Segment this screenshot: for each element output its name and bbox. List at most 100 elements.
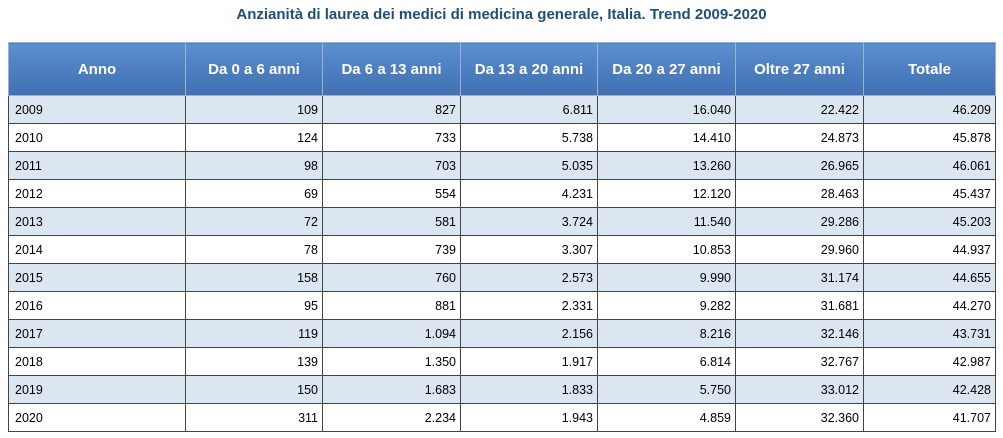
value-cell: 45.878	[863, 123, 996, 152]
value-cell: 3.307	[460, 235, 598, 264]
value-cell: 44.270	[863, 291, 996, 320]
value-cell: 28.463	[735, 179, 864, 208]
value-cell: 12.120	[597, 179, 736, 208]
column-header: Da 6 a 13 anni	[322, 42, 461, 96]
value-cell: 33.012	[735, 375, 864, 404]
year-cell: 2010	[8, 123, 186, 152]
value-cell: 41.707	[863, 403, 996, 432]
value-cell: 42.987	[863, 347, 996, 376]
value-cell: 32.360	[735, 403, 864, 432]
value-cell: 4.231	[460, 179, 598, 208]
value-cell: 24.873	[735, 123, 864, 152]
table-row: 2010 124 733 5.738 14.410 24.873 45.878	[8, 123, 996, 152]
table-row: 2012 69 554 4.231 12.120 28.463 45.437	[8, 179, 996, 208]
column-header: Totale	[863, 42, 996, 96]
table-row: 2011 98 703 5.035 13.260 26.965 46.061	[8, 151, 996, 180]
value-cell: 11.540	[597, 207, 736, 236]
table-row: 2017 119 1.094 2.156 8.216 32.146 43.731	[8, 319, 996, 348]
value-cell: 1.917	[460, 347, 598, 376]
value-cell: 5.035	[460, 151, 598, 180]
table-row: 2020 311 2.234 1.943 4.859 32.360 41.707	[8, 403, 996, 432]
value-cell: 2.156	[460, 319, 598, 348]
value-cell: 5.750	[597, 375, 736, 404]
year-cell: 2014	[8, 235, 186, 264]
year-cell: 2018	[8, 347, 186, 376]
value-cell: 31.174	[735, 263, 864, 292]
value-cell: 9.282	[597, 291, 736, 320]
value-cell: 124	[185, 123, 323, 152]
value-cell: 119	[185, 319, 323, 348]
value-cell: 881	[322, 291, 461, 320]
year-cell: 2015	[8, 263, 186, 292]
value-cell: 29.960	[735, 235, 864, 264]
value-cell: 22.422	[735, 95, 864, 124]
year-cell: 2011	[8, 151, 186, 180]
value-cell: 16.040	[597, 95, 736, 124]
year-cell: 2013	[8, 207, 186, 236]
value-cell: 1.350	[322, 347, 461, 376]
title: Anzianità di laurea dei medici di medici…	[236, 6, 767, 23]
value-cell: 29.286	[735, 207, 864, 236]
table-row: 2014 78 739 3.307 10.853 29.960 44.937	[8, 235, 996, 264]
value-cell: 95	[185, 291, 323, 320]
column-header: Da 0 a 6 anni	[185, 42, 323, 96]
table-row: 2015 158 760 2.573 9.990 31.174 44.655	[8, 263, 996, 292]
value-cell: 78	[185, 235, 323, 264]
table-row: 2016 95 881 2.331 9.282 31.681 44.270	[8, 291, 996, 320]
value-cell: 139	[185, 347, 323, 376]
year-cell: 2019	[8, 375, 186, 404]
value-cell: 158	[185, 263, 323, 292]
value-cell: 13.260	[597, 151, 736, 180]
value-cell: 32.146	[735, 319, 864, 348]
value-cell: 69	[185, 179, 323, 208]
value-cell: 2.234	[322, 403, 461, 432]
year-cell: 2012	[8, 179, 186, 208]
year-cell: 2016	[8, 291, 186, 320]
value-cell: 6.811	[460, 95, 598, 124]
value-cell: 42.428	[863, 375, 996, 404]
value-cell: 46.061	[863, 151, 996, 180]
value-cell: 98	[185, 151, 323, 180]
value-cell: 733	[322, 123, 461, 152]
table-body: 2009 109 827 6.811 16.040 22.422 46.209 2010 124…	[8, 95, 996, 432]
value-cell: 45.203	[863, 207, 996, 236]
table-row: 2018 139 1.350 1.917 6.814 32.767 42.987	[8, 347, 996, 376]
column-header: Anno	[8, 42, 186, 96]
table-row: 2009 109 827 6.811 16.040 22.422 46.209	[8, 95, 996, 124]
value-cell: 2.573	[460, 263, 598, 292]
value-cell: 1.094	[322, 319, 461, 348]
value-cell: 32.767	[735, 347, 864, 376]
value-cell: 109	[185, 95, 323, 124]
value-cell: 760	[322, 263, 461, 292]
value-cell: 10.853	[597, 235, 736, 264]
value-cell: 44.655	[863, 263, 996, 292]
value-cell: 44.937	[863, 235, 996, 264]
value-cell: 43.731	[863, 319, 996, 348]
value-cell: 2.331	[460, 291, 598, 320]
year-cell: 2009	[8, 95, 186, 124]
value-cell: 703	[322, 151, 461, 180]
value-cell: 554	[322, 179, 461, 208]
column-header: Da 20 a 27 anni	[597, 42, 736, 96]
value-cell: 1.683	[322, 375, 461, 404]
header-row: Anno Da 0 a 6 anni Da 6 a 13 anni Da 13 a 2…	[8, 42, 996, 96]
value-cell: 31.681	[735, 291, 864, 320]
value-cell: 45.437	[863, 179, 996, 208]
value-cell: 581	[322, 207, 461, 236]
year-cell: 2020	[8, 403, 186, 432]
value-cell: 6.814	[597, 347, 736, 376]
value-cell: 5.738	[460, 123, 598, 152]
value-cell: 827	[322, 95, 461, 124]
table-row: 2019 150 1.683 1.833 5.750 33.012 42.428	[8, 375, 996, 404]
value-cell: 4.859	[597, 403, 736, 432]
table-row: 2013 72 581 3.724 11.540 29.286 45.203	[8, 207, 996, 236]
value-cell: 1.943	[460, 403, 598, 432]
value-cell: 72	[185, 207, 323, 236]
value-cell: 150	[185, 375, 323, 404]
data-table: Anno Da 0 a 6 anni Da 6 a 13 anni Da 13 a 2…	[8, 42, 996, 432]
value-cell: 3.724	[460, 207, 598, 236]
value-cell: 46.209	[863, 95, 996, 124]
value-cell: 8.216	[597, 319, 736, 348]
value-cell: 14.410	[597, 123, 736, 152]
